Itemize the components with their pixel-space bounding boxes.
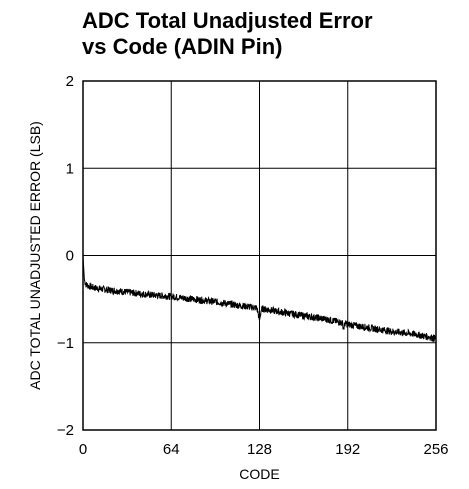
series-line-0 (83, 255, 436, 343)
chart-title-line-2: vs Code (ADIN Pin) (82, 34, 282, 59)
plot-area (83, 255, 436, 343)
x-tick-label-2: 128 (247, 441, 272, 458)
x-tick-label-1: 64 (163, 441, 180, 458)
x-tick-label-0: 0 (79, 441, 87, 458)
plot-frame (82, 80, 437, 431)
y-axis-label: ADC TOTAL UNADJUSTED ERROR (LSB) (27, 121, 43, 390)
y-tick-label-0: −2 (57, 422, 74, 439)
y-tick-label-1: −1 (57, 335, 74, 352)
chart-title-line-1: ADC Total Unadjusted Error (82, 8, 373, 33)
y-tick-labels: −2 −1 0 1 2 (57, 73, 74, 439)
x-tick-label-4: 256 (423, 441, 448, 458)
x-tick-labels: 0 64 128 192 256 (79, 441, 449, 458)
y-tick-label-3: 1 (66, 160, 74, 177)
x-axis-label: CODE (239, 466, 279, 482)
x-tick-label-3: 192 (335, 441, 360, 458)
y-tick-label-2: 0 (66, 248, 74, 265)
grid (83, 81, 436, 430)
y-tick-label-4: 2 (66, 73, 74, 90)
